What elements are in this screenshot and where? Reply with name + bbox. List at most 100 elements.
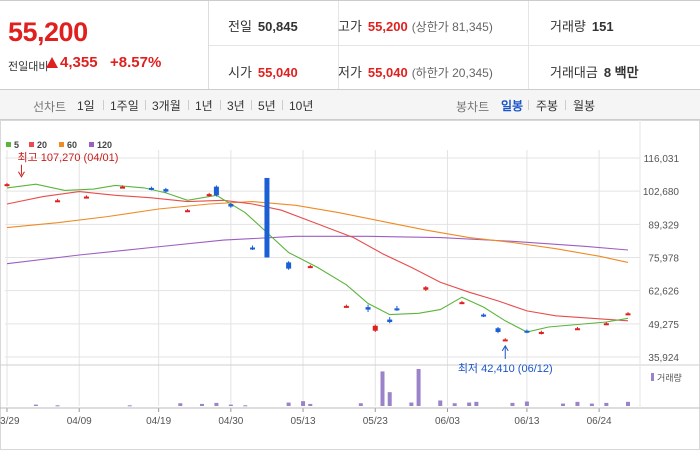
candle-body <box>4 184 10 187</box>
change-value: 4,355 <box>46 54 98 71</box>
stat-high: 고가 55,200 (상한가 81,345) <box>338 16 493 35</box>
candle-body <box>55 200 61 203</box>
x-tick-label: 05/23 <box>363 416 388 427</box>
volume-legend-label: 거래량 <box>657 372 682 383</box>
candle-body <box>206 194 212 197</box>
tab-10y[interactable]: 10년 <box>289 99 314 113</box>
volume-legend-swatch <box>651 373 654 381</box>
tab-5y[interactable]: 5년 <box>258 99 276 113</box>
y-tick-label: 49,275 <box>648 320 679 331</box>
volume-bar <box>452 403 457 406</box>
legend-label: 60 <box>67 140 77 150</box>
tab-divider <box>220 100 221 110</box>
volume-bar <box>626 401 630 406</box>
volume-bar <box>308 403 313 406</box>
y-tick-label: 102,680 <box>643 187 680 198</box>
candle-body <box>502 339 508 342</box>
volume-bar <box>214 402 219 406</box>
current-price: 55,200 <box>8 17 88 47</box>
candle-chart-group-label: 봉차트 <box>456 100 490 114</box>
stat-volume: 거래량 151 <box>550 16 614 35</box>
price-box: 55,200 전일대비 4,355 +8.57% <box>0 1 209 89</box>
stat-value: 50,845 <box>257 19 298 34</box>
volume-bar <box>178 403 183 406</box>
y-tick-label: 89,329 <box>648 220 679 231</box>
tab-divider <box>565 100 566 110</box>
volume-bar <box>409 402 414 406</box>
legend-swatch <box>29 142 34 147</box>
candle-body <box>343 305 349 308</box>
tab-divider <box>145 100 146 110</box>
x-tick-label: 04/09 <box>67 416 92 427</box>
tab-monthly[interactable]: 월봉 <box>573 99 596 113</box>
ma-20-line <box>6 191 629 322</box>
legend-swatch <box>6 142 11 147</box>
change-label: 전일대비 <box>8 61 49 73</box>
tab-3m[interactable]: 3개월 <box>152 99 181 113</box>
volume-bar <box>33 404 38 406</box>
tab-3y[interactable]: 3년 <box>227 99 245 113</box>
up-triangle-icon <box>46 57 58 68</box>
volume-bar <box>243 405 248 407</box>
high-annotation: 최고 107,270 (04/01) <box>17 151 118 164</box>
candle-body <box>423 287 429 290</box>
volume-bar <box>467 402 472 406</box>
candle-body <box>603 323 609 326</box>
ma-5-line <box>6 183 629 333</box>
x-tick-label: 06/24 <box>587 416 612 427</box>
x-tick-label: 06/03 <box>435 416 460 427</box>
volume-bar <box>589 403 594 406</box>
y-tick-label: 116,031 <box>644 154 680 165</box>
candle-body <box>120 186 126 189</box>
volume-bar <box>474 401 479 406</box>
volume-bar <box>387 392 392 406</box>
tab-1d[interactable]: 1일 <box>77 99 95 113</box>
price-chart: 116,031 102,680 89,329 75,978 62,626 49,275 35… <box>0 120 700 450</box>
volume-bar <box>438 400 443 406</box>
y-tick-label: 75,978 <box>648 254 679 265</box>
legend-label: 20 <box>37 140 47 150</box>
y-tick-label: 62,626 <box>648 287 679 298</box>
volume-bar <box>524 401 529 406</box>
stat-open: 시가 55,040 <box>228 62 298 81</box>
candle-body <box>459 302 465 305</box>
ma-120-line <box>6 235 629 265</box>
stat-label: 고가 <box>338 19 362 34</box>
tab-weekly[interactable]: 주봉 <box>536 99 559 113</box>
upper-limit: (상한가 81,345) <box>411 20 493 34</box>
stat-prev-close: 전일 50,845 <box>228 16 298 35</box>
stat-label: 시가 <box>228 65 252 80</box>
legend-label: 5 <box>14 140 19 150</box>
volume-bar <box>55 405 60 407</box>
quote-summary: 55,200 전일대비 4,355 +8.57% 전일 50,845 고가 55,2… <box>0 0 700 90</box>
period-tabbar: 선차트 1일 1주일 3개월 1년 3년 5년 10년 봉차트 일봉 주봉 월봉 <box>0 90 700 120</box>
stat-value: 55,200 <box>367 19 408 34</box>
chart-frame <box>0 120 700 450</box>
tab-divider <box>188 100 189 110</box>
volume-bar <box>380 371 385 406</box>
candle-body <box>213 186 219 196</box>
candle-body <box>574 328 580 331</box>
stat-value: 55,040 <box>367 65 408 80</box>
tab-1y[interactable]: 1년 <box>195 99 213 113</box>
x-tick-label: 04/19 <box>146 416 171 427</box>
candle-body <box>365 307 371 310</box>
volume-bar <box>358 403 363 406</box>
legend-label: 120 <box>97 140 112 150</box>
y-tick-label: 35,924 <box>648 353 679 364</box>
candle-body <box>524 330 530 333</box>
candle-body <box>387 319 393 323</box>
stat-value: 55,040 <box>257 65 298 80</box>
stat-value: 8 백만 <box>603 65 639 80</box>
candle-body <box>625 313 631 316</box>
tab-daily[interactable]: 일봉 <box>501 99 524 113</box>
x-tick-label: 04/30 <box>218 416 243 427</box>
low-arrow-head <box>501 344 509 352</box>
candle-body <box>495 328 501 332</box>
line-chart-group-label: 선차트 <box>33 100 67 114</box>
tab-divider <box>251 100 252 110</box>
change-percent: +8.57% <box>110 54 162 71</box>
tab-1w[interactable]: 1주일 <box>110 99 139 113</box>
candle-body <box>286 262 292 269</box>
stat-label: 거래대금 <box>550 65 598 80</box>
